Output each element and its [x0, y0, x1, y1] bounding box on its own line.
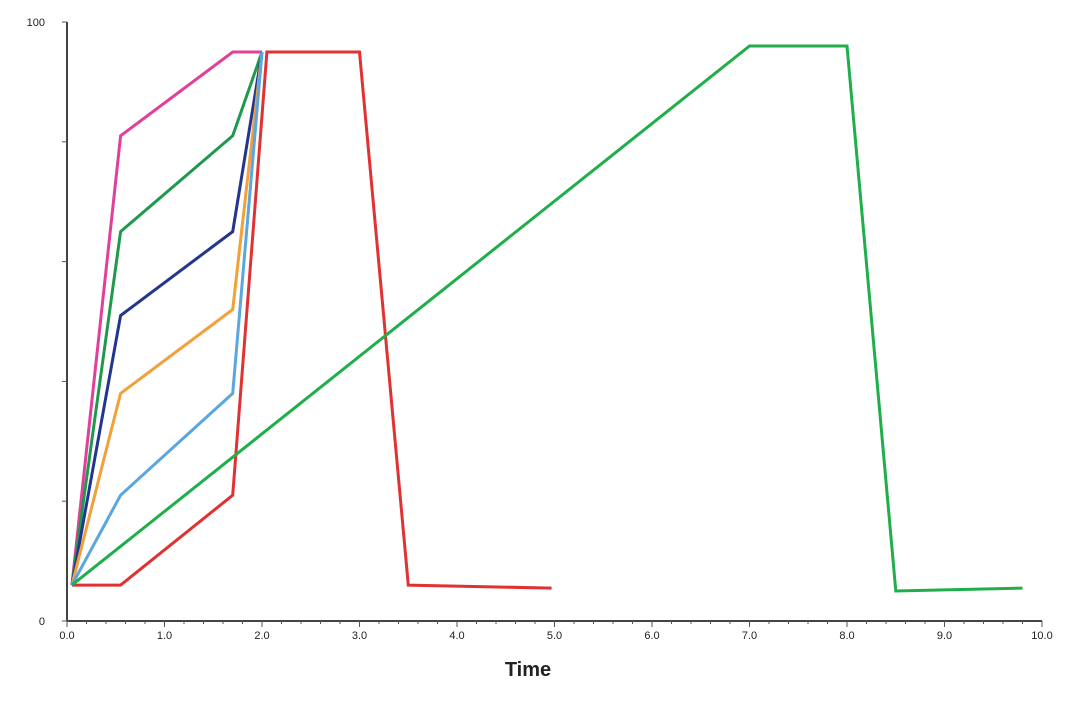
series-line-2 — [70, 51, 264, 586]
series-line-1 — [70, 50, 262, 586]
x-tick-label: 2.0 — [254, 630, 269, 642]
y-tick-label: 100 — [27, 17, 45, 29]
x-tick-label: 6.0 — [644, 630, 659, 642]
x-tick-label: 8.0 — [839, 630, 854, 642]
series-line-6 — [71, 50, 552, 590]
x-tick-label: 4.0 — [449, 630, 464, 642]
series-lines — [70, 44, 1023, 593]
series-line-7 — [70, 44, 1023, 593]
x-tick-label: 10.0 — [1031, 630, 1052, 642]
series-line-5 — [70, 51, 264, 586]
x-axis-title: Time — [505, 659, 551, 681]
x-tick-label: 7.0 — [742, 630, 757, 642]
x-tick-label: 3.0 — [352, 630, 367, 642]
x-tick-label: 5.0 — [547, 630, 562, 642]
axes — [62, 21, 1043, 627]
x-tick-label: 0.0 — [59, 630, 74, 642]
y-tick-label: 0 — [39, 616, 45, 628]
series-line-4 — [70, 51, 264, 586]
series-line-3 — [70, 51, 264, 586]
x-tick-label: 9.0 — [937, 630, 952, 642]
x-tick-label: 1.0 — [157, 630, 172, 642]
axis-labels: 0.0 1.0 2.0 3.0 4.0 5.0 6.0 7.0 8.0 9.0 10.0 0 100 Ti… — [27, 17, 1053, 681]
